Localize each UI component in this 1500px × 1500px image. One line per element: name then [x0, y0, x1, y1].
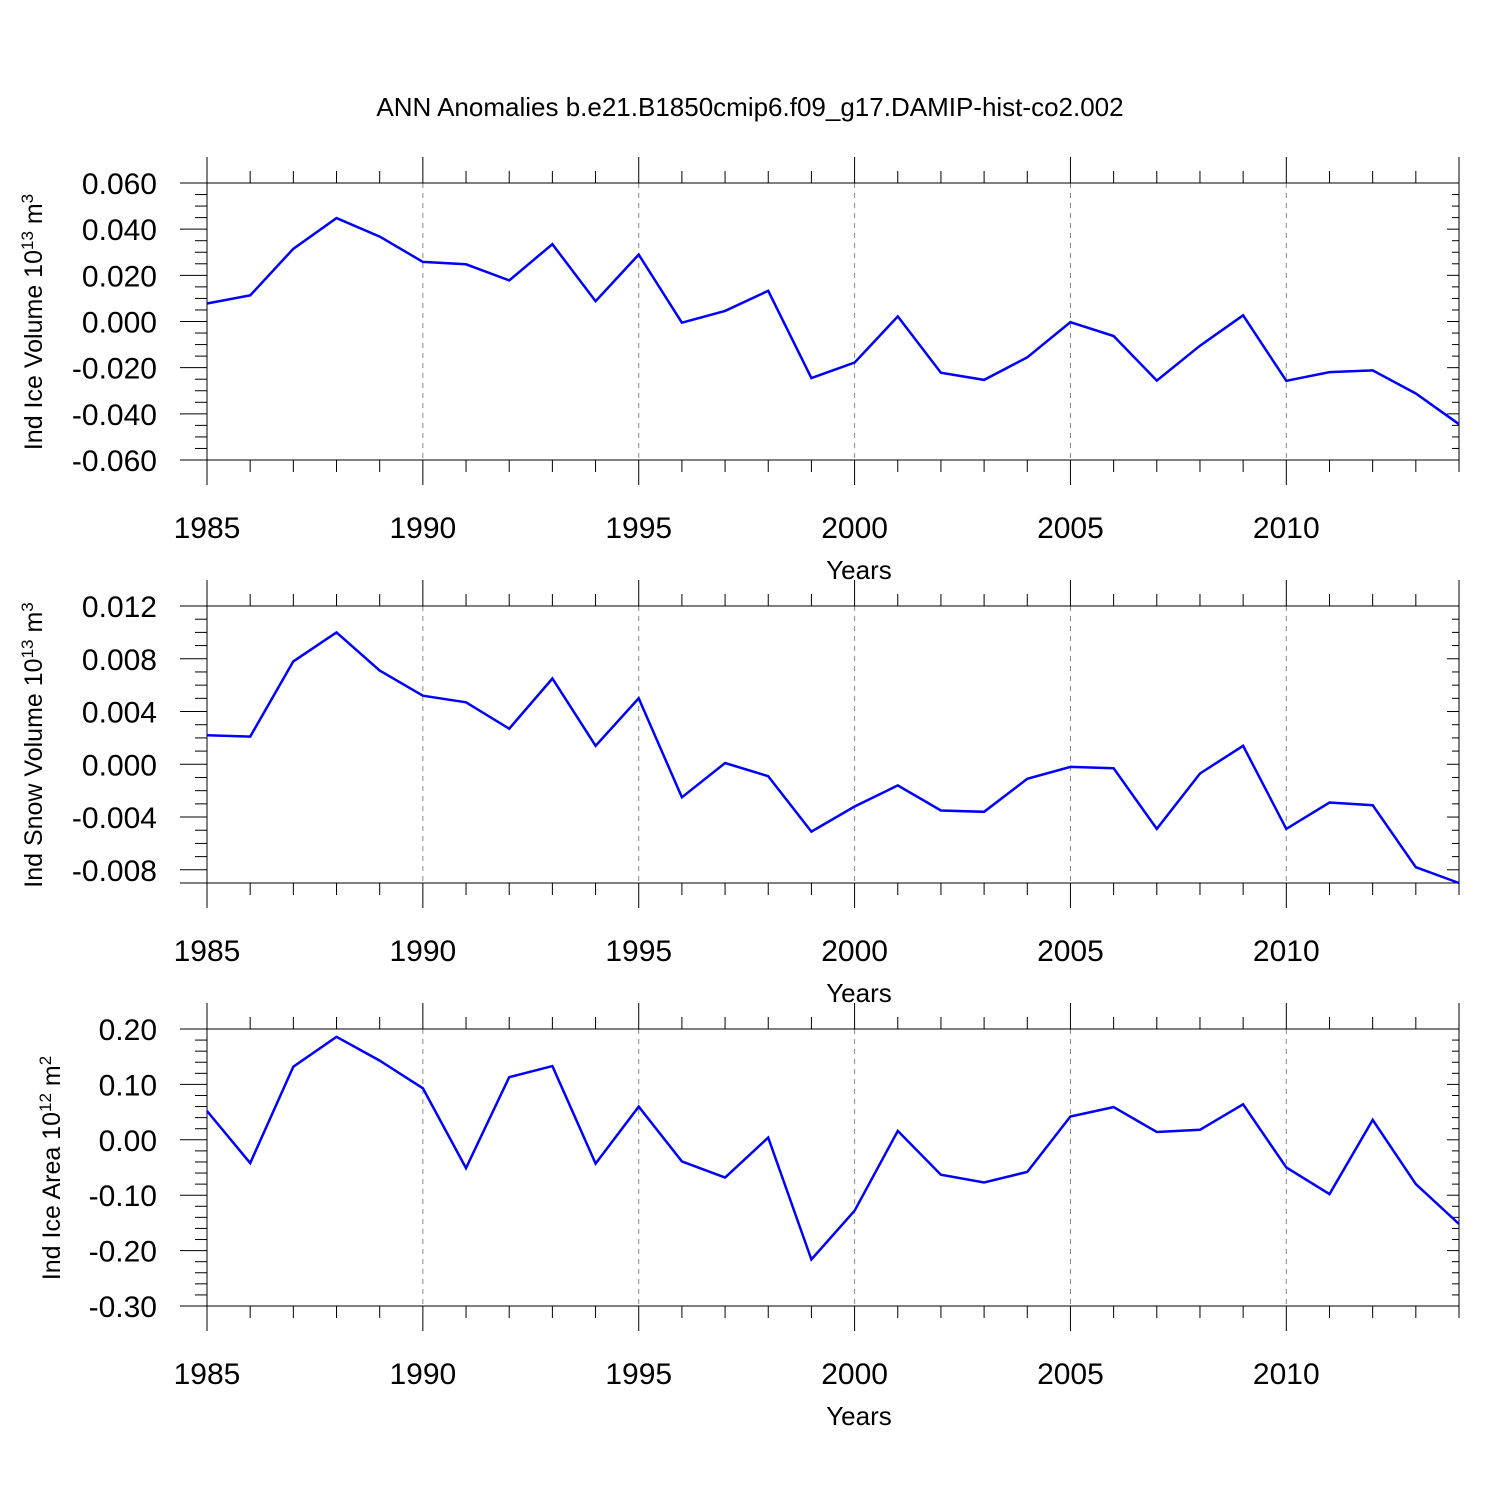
- page-title: ANN Anomalies b.e21.B1850cmip6.f09_g17.D…: [376, 92, 1124, 122]
- series-line: [206, 216, 1460, 426]
- y-axis-title: Ind Ice Area 1012 m2: [36, 1056, 67, 1280]
- x-tick-label: 2000: [821, 512, 888, 545]
- x-tick-label: 2005: [1037, 935, 1104, 968]
- y-tick-label: 0.10: [99, 1069, 157, 1102]
- x-tick-label: 1995: [605, 935, 672, 968]
- y-tick-label: 0.004: [82, 697, 157, 730]
- x-tick-label: 1995: [605, 512, 672, 545]
- y-tick-label: -0.020: [72, 353, 157, 386]
- y-axis-title-superscript: 3: [18, 602, 37, 611]
- series-line: [206, 630, 1460, 885]
- y-axis-title-superscript: 3: [18, 194, 37, 203]
- y-axis-title-text: Ind Ice Volume 10: [20, 250, 48, 450]
- y-tick-label: -0.004: [72, 802, 157, 835]
- panel-ice-area: 0.20 0.10 0.00 -0.10 -0.20 -0.30 1985 1990 1995 2…: [36, 1003, 1460, 1431]
- x-tick-label: 2010: [1253, 935, 1320, 968]
- y-tick-label: -0.060: [72, 445, 157, 478]
- x-tick-label: 1995: [605, 1358, 672, 1391]
- x-axis-title: Years: [826, 555, 892, 585]
- y-axis-title: Ind Snow Volume 1013 m3: [18, 602, 49, 888]
- x-tick-label: 2000: [821, 1358, 888, 1391]
- y-tick-label: 0.060: [82, 168, 157, 201]
- x-tick-label: 1990: [389, 935, 456, 968]
- y-axis-title-text: Ind Snow Volume 10: [20, 658, 48, 887]
- y-axis-title-superscript: 13: [18, 640, 37, 659]
- y-tick-label: -0.10: [89, 1180, 157, 1213]
- x-tick-label: 1985: [174, 935, 241, 968]
- series-line: [206, 1035, 1460, 1262]
- y-tick-label: 0.040: [82, 214, 157, 247]
- y-tick-label: 0.00: [99, 1125, 157, 1158]
- y-axis-title-text: m: [38, 1065, 66, 1093]
- y-tick-label: 0.20: [99, 1014, 157, 1047]
- y-tick-label: 0.020: [82, 260, 157, 293]
- x-tick-label: 1990: [389, 1358, 456, 1391]
- x-axis-title: Years: [826, 1401, 892, 1431]
- y-axis-title-superscript: 2: [36, 1056, 55, 1065]
- y-axis-title: Ind Ice Volume 1013 m3: [18, 194, 49, 450]
- y-tick-label: 0.000: [82, 307, 157, 340]
- y-tick-label: -0.30: [89, 1291, 157, 1324]
- y-tick-label: -0.040: [72, 399, 157, 432]
- y-axis-title-text: Ind Ice Area 10: [38, 1112, 66, 1280]
- x-tick-label: 1985: [174, 512, 241, 545]
- y-axis-title-superscript: 13: [18, 231, 37, 250]
- x-tick-label: 2005: [1037, 1358, 1104, 1391]
- x-tick-label: 2010: [1253, 1358, 1320, 1391]
- x-tick-label: 2005: [1037, 512, 1104, 545]
- x-tick-label: 1985: [174, 1358, 241, 1391]
- x-tick-label: 2010: [1253, 512, 1320, 545]
- panel-snow-volume: 0.012 0.008 0.004 0.000 -0.004 -0.008 1985 1990…: [18, 580, 1460, 1008]
- x-tick-label: 1990: [389, 512, 456, 545]
- y-axis-title-text: m: [20, 203, 48, 231]
- x-tick-label: 2000: [821, 935, 888, 968]
- y-tick-label: 0.008: [82, 644, 157, 677]
- y-axis-title-text: m: [20, 612, 48, 640]
- y-tick-label: 0.012: [82, 591, 157, 624]
- y-tick-label: -0.008: [72, 855, 157, 888]
- y-axis-title-superscript: 12: [36, 1093, 55, 1112]
- y-tick-label: -0.20: [89, 1236, 157, 1269]
- panel-ice-volume: 0.060 0.040 0.020 0.000 -0.020 -0.040 -0.060 19…: [18, 157, 1460, 585]
- y-tick-label: 0.000: [82, 749, 157, 782]
- x-axis-title: Years: [826, 978, 892, 1008]
